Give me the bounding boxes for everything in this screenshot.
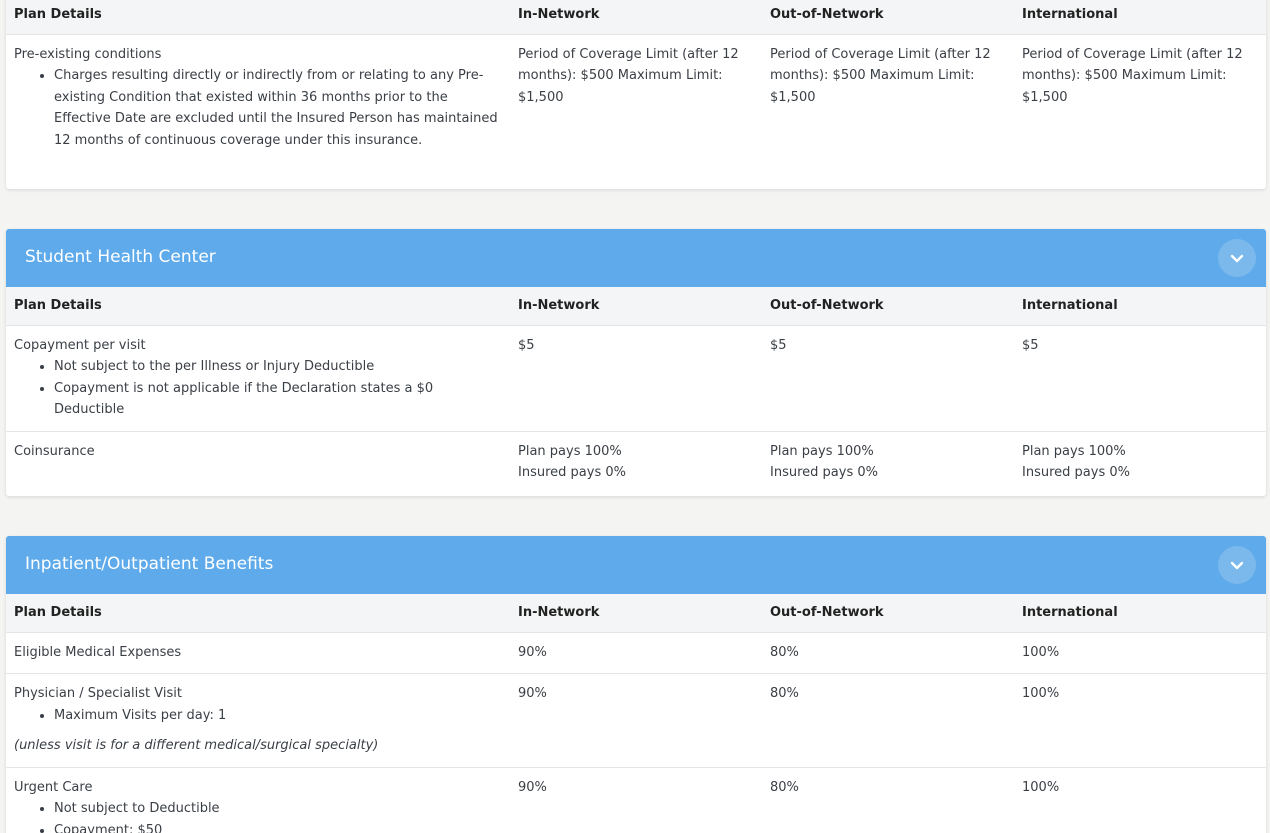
bullet-item: Charges resulting directly or indirectly… [54, 65, 502, 151]
col-header-plan-details: Plan Details [6, 594, 510, 633]
inpatient-outpatient-table: Plan Details In-Network Out-of-Network I… [6, 594, 1266, 833]
chevron-down-icon [1230, 254, 1244, 263]
row-label: Coinsurance [14, 443, 95, 459]
bullet-item: Maximum Visits per day: 1 [54, 705, 502, 727]
preexisting-card: Plan Details In-Network Out-of-Network I… [6, 0, 1266, 189]
bullet-list: Not subject to the per Illness or Injury… [54, 356, 502, 421]
section-header[interactable]: Student Health Center [6, 229, 1266, 287]
table-row: Physician / Specialist Visit Maximum Vis… [6, 673, 1266, 768]
row-label: Physician / Specialist Visit [14, 686, 182, 701]
in-network-value: 90% [518, 779, 547, 795]
international-value: 100% [1014, 632, 1266, 674]
international-value: 100% [1022, 779, 1060, 795]
bullet-list: Maximum Visits per day: 1 [54, 705, 502, 727]
insured-pays-text: Insured pays 0% [770, 465, 878, 480]
col-header-out-of-network: Out-of-Network [762, 287, 1014, 326]
table-header-row: Plan Details In-Network Out-of-Network I… [6, 594, 1266, 633]
col-header-international: International [1014, 287, 1266, 326]
table-header-row: Plan Details In-Network Out-of-Network I… [6, 287, 1266, 326]
plan-pays-text: Plan pays 100% [518, 443, 622, 459]
row-label: Pre-existing conditions [14, 46, 162, 62]
col-header-in-network: In-Network [510, 0, 762, 35]
row-label-cell: Urgent Care Not subject to Deductible Co… [6, 767, 510, 833]
row-label-cell: Coinsurance [6, 431, 510, 494]
section-title: Inpatient/Outpatient Benefits [25, 554, 274, 574]
plan-pays-text: Plan pays 100% [1022, 443, 1126, 459]
bullet-item: Copayment: $50 [54, 820, 502, 833]
out-of-network-value: 80% [762, 673, 1014, 768]
row-label-cell: Eligible Medical Expenses [6, 632, 510, 674]
out-of-network-value: 80% [770, 779, 799, 795]
row-label: Eligible Medical Expenses [14, 644, 182, 660]
table-row: Copayment per visit Not subject to the p… [6, 325, 1266, 432]
collapse-toggle-button[interactable] [1218, 546, 1256, 584]
bullet-list: Not subject to Deductible Copayment: $50 [54, 798, 502, 833]
table-row: Urgent Care Not subject to Deductible Co… [6, 767, 1266, 833]
section-title: Student Health Center [25, 247, 216, 267]
col-header-in-network: In-Network [510, 287, 762, 326]
col-header-plan-details: Plan Details [6, 0, 510, 35]
in-network-value: $5 [510, 325, 762, 432]
international-value: Period of Coverage Limit (after 12 month… [1022, 46, 1243, 105]
inpatient-outpatient-card: Inpatient/Outpatient Benefits Plan Detai… [6, 536, 1266, 833]
international-value: $5 [1014, 325, 1266, 432]
row-label: Urgent Care [14, 779, 93, 795]
row-note: (unless visit is for a different medical… [14, 738, 379, 753]
insured-pays-text: Insured pays 0% [518, 465, 626, 480]
col-header-in-network: In-Network [510, 594, 762, 633]
collapse-toggle-button[interactable] [1218, 239, 1256, 277]
in-network-value: 90% [510, 632, 762, 674]
out-of-network-value: $5 [762, 325, 1014, 432]
bullet-item: Not subject to the per Illness or Injury… [54, 356, 502, 378]
table-row: Pre-existing conditions Charges resultin… [6, 34, 1266, 161]
in-network-value: 90% [510, 673, 762, 768]
table-header-row: Plan Details In-Network Out-of-Network I… [6, 0, 1266, 35]
col-header-plan-details: Plan Details [6, 287, 510, 326]
row-label-cell: Copayment per visit Not subject to the p… [6, 325, 510, 432]
insured-pays-text: Insured pays 0% [1022, 465, 1130, 480]
col-header-out-of-network: Out-of-Network [762, 0, 1014, 35]
col-header-international: International [1014, 594, 1266, 633]
international-value: Plan pays 100% Insured pays 0% [1014, 431, 1266, 494]
international-value: 100% [1014, 673, 1266, 768]
bullet-list: Charges resulting directly or indirectly… [54, 65, 502, 151]
col-header-international: International [1014, 0, 1266, 35]
bullet-item: Not subject to Deductible [54, 798, 502, 820]
in-network-value: Period of Coverage Limit (after 12 month… [518, 46, 739, 105]
out-of-network-value: 80% [762, 632, 1014, 674]
out-of-network-value: Period of Coverage Limit (after 12 month… [770, 46, 991, 105]
table-row: Coinsurance Plan pays 100% Insured pays … [6, 431, 1266, 494]
row-label-cell: Pre-existing conditions Charges resultin… [6, 34, 510, 161]
col-header-out-of-network: Out-of-Network [762, 594, 1014, 633]
row-label: Copayment per visit [14, 337, 146, 353]
plan-pays-text: Plan pays 100% [770, 443, 874, 459]
chevron-down-icon [1230, 561, 1244, 570]
preexisting-table: Plan Details In-Network Out-of-Network I… [6, 0, 1266, 161]
student-health-table: Plan Details In-Network Out-of-Network I… [6, 287, 1266, 494]
section-header[interactable]: Inpatient/Outpatient Benefits [6, 536, 1266, 594]
student-health-center-card: Student Health Center Plan Details In-Ne… [6, 229, 1266, 496]
in-network-value: Plan pays 100% Insured pays 0% [510, 431, 762, 494]
table-row: Eligible Medical Expenses 90% 80% 100% [6, 632, 1266, 674]
out-of-network-value: Plan pays 100% Insured pays 0% [762, 431, 1014, 494]
bullet-item: Copayment is not applicable if the Decla… [54, 378, 502, 421]
row-label-cell: Physician / Specialist Visit Maximum Vis… [6, 673, 510, 768]
